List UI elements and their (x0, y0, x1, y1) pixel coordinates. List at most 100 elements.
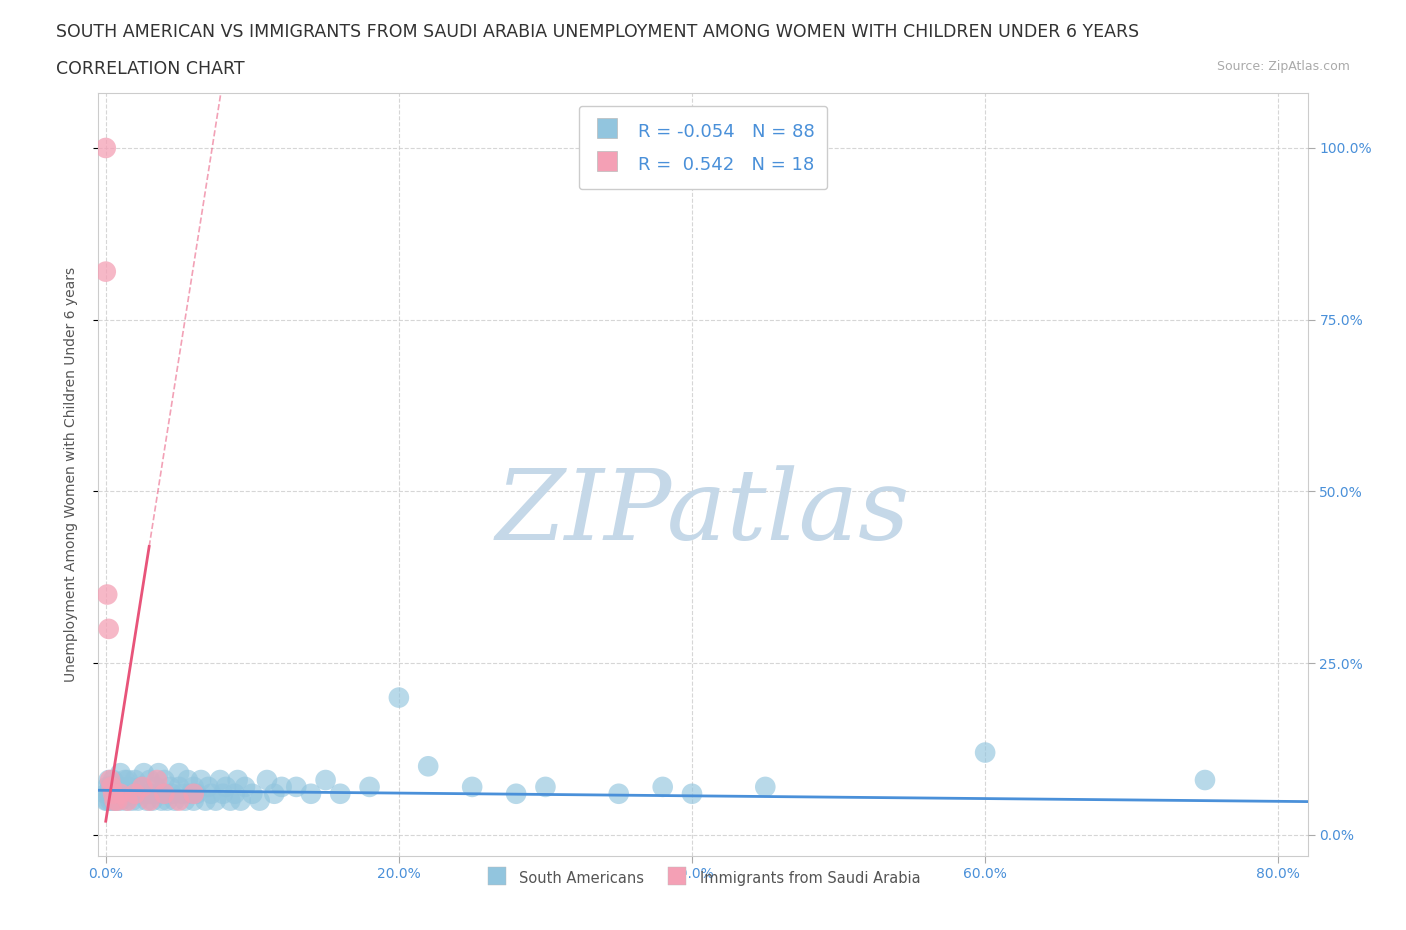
Point (131, 779, 153, 794)
Point (226, 773, 249, 788)
Point (97, 621, 120, 636)
Point (974, 745, 997, 760)
Point (233, 779, 256, 794)
Point (127, 793, 149, 808)
Point (240, 787, 263, 802)
Text: Source: ZipAtlas.com: Source: ZipAtlas.com (1216, 60, 1350, 73)
Point (534, 779, 557, 794)
Point (138, 787, 160, 802)
Point (110, 779, 132, 794)
Point (98, 779, 121, 794)
Point (94, 793, 117, 808)
Point (505, 787, 527, 802)
Point (97, 773, 120, 788)
Point (183, 779, 205, 794)
Point (148, 765, 170, 780)
Point (174, 793, 197, 808)
Point (96, 779, 118, 794)
Point (200, 787, 222, 802)
Point (329, 787, 352, 802)
Point (190, 773, 212, 788)
Point (117, 787, 139, 802)
Point (132, 765, 155, 780)
Point (101, 787, 124, 802)
Point (110, 765, 132, 780)
Point (98, 793, 121, 808)
Point (183, 793, 205, 808)
Point (108, 787, 131, 802)
Point (94, 787, 117, 802)
Point (270, 779, 292, 794)
Point (315, 773, 337, 788)
Point (160, 787, 183, 802)
Point (118, 779, 141, 794)
Point (145, 779, 167, 794)
Point (138, 793, 160, 808)
Point (159, 779, 181, 794)
Point (754, 779, 776, 794)
Point (177, 773, 200, 788)
Text: SOUTH AMERICAN VS IMMIGRANTS FROM SAUDI ARABIA UNEMPLOYMENT AMONG WOMEN WITH CHI: SOUTH AMERICAN VS IMMIGRANTS FROM SAUDI … (56, 23, 1139, 41)
Point (183, 787, 205, 802)
Point (124, 773, 146, 788)
Point (105, 793, 128, 808)
Point (299, 787, 322, 802)
Point (197, 779, 219, 794)
Point (100, 787, 122, 802)
Point (97, 787, 120, 802)
Point (156, 793, 179, 808)
Point (167, 765, 190, 780)
Point (215, 779, 238, 794)
Point (219, 793, 242, 808)
Point (138, 773, 160, 788)
Point (180, 787, 202, 802)
Point (112, 787, 135, 802)
Point (167, 793, 190, 808)
Point (117, 793, 139, 808)
Point (107, 793, 129, 808)
Point (263, 787, 285, 802)
Point (121, 793, 143, 808)
Point (186, 787, 208, 802)
Point (153, 787, 176, 802)
Point (94, 264, 117, 279)
Point (103, 787, 125, 802)
Point (124, 787, 146, 802)
Point (461, 779, 484, 794)
Point (146, 787, 169, 802)
Point (418, 759, 440, 774)
Point (103, 793, 125, 808)
Point (170, 787, 193, 802)
Point (129, 779, 152, 794)
Point (163, 793, 186, 808)
Point (153, 773, 176, 788)
Text: CORRELATION CHART: CORRELATION CHART (56, 60, 245, 78)
Point (224, 787, 246, 802)
Point (607, 787, 630, 802)
Point (96, 587, 118, 602)
Point (167, 779, 190, 794)
Point (124, 787, 146, 802)
Point (256, 773, 278, 788)
Point (194, 793, 217, 808)
Point (98, 773, 121, 788)
Point (146, 773, 169, 788)
Point (204, 793, 226, 808)
Point (107, 779, 129, 794)
Point (101, 793, 124, 808)
Point (135, 793, 157, 808)
Legend: South Americans, Immigrants from Saudi Arabia: South Americans, Immigrants from Saudi A… (478, 862, 928, 894)
Point (110, 793, 132, 808)
Point (150, 793, 173, 808)
Point (114, 773, 136, 788)
Point (249, 793, 271, 808)
Point (142, 793, 165, 808)
Point (212, 787, 235, 802)
Point (101, 773, 124, 788)
Point (1194, 773, 1216, 788)
Point (131, 787, 153, 802)
Point (209, 773, 232, 788)
Point (681, 787, 703, 802)
Point (115, 793, 138, 808)
Point (651, 779, 673, 794)
